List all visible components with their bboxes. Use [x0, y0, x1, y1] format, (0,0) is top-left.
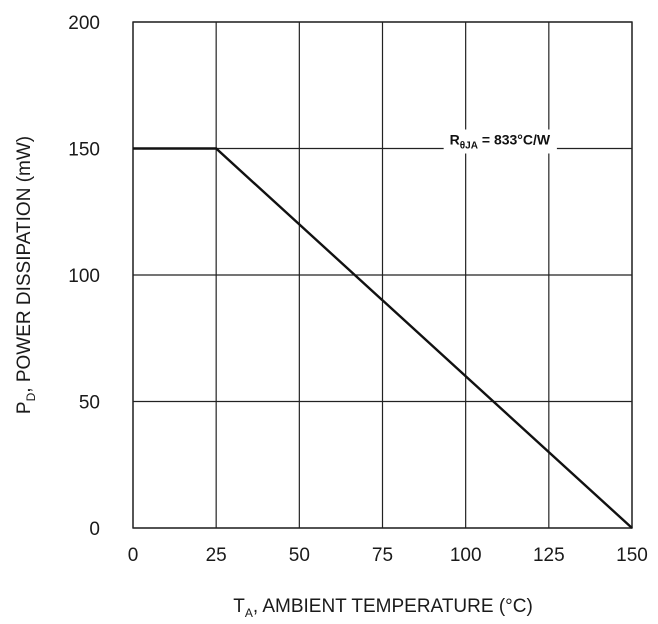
y-tick-label: 150 — [68, 140, 100, 161]
x-tick-label: 150 — [616, 545, 648, 566]
y-tick-label: 50 — [79, 393, 100, 414]
plot-frame — [132, 21, 633, 529]
x-axis-title: TA, AMBIENT TEMPERATURE (°C) — [233, 596, 533, 620]
y-tick-label: 200 — [68, 13, 100, 34]
x-tick-label: 100 — [450, 545, 482, 566]
x-tick-label: 125 — [533, 545, 565, 566]
annotation-group: RθJA = 833°C/W — [443, 129, 557, 154]
y-axis-title: PD, POWER DISSIPATION (mW) — [14, 136, 38, 414]
series-line-0 — [133, 147, 633, 529]
x-tick-label: 75 — [372, 545, 393, 566]
tick-labels: 0 25 50 75 100 125 150 0 50 100 150 200 — [68, 13, 648, 566]
thermal-resistance-annotation: RθJA = 833°C/W — [450, 132, 551, 152]
series-layer — [133, 147, 633, 529]
annotation-background — [443, 129, 557, 154]
grid-lines — [132, 21, 633, 529]
x-tick-label: 0 — [128, 545, 139, 566]
y-tick-label: 0 — [89, 519, 100, 540]
x-tick-label: 50 — [289, 545, 310, 566]
x-tick-label: 25 — [206, 545, 227, 566]
y-tick-label: 100 — [68, 266, 100, 287]
